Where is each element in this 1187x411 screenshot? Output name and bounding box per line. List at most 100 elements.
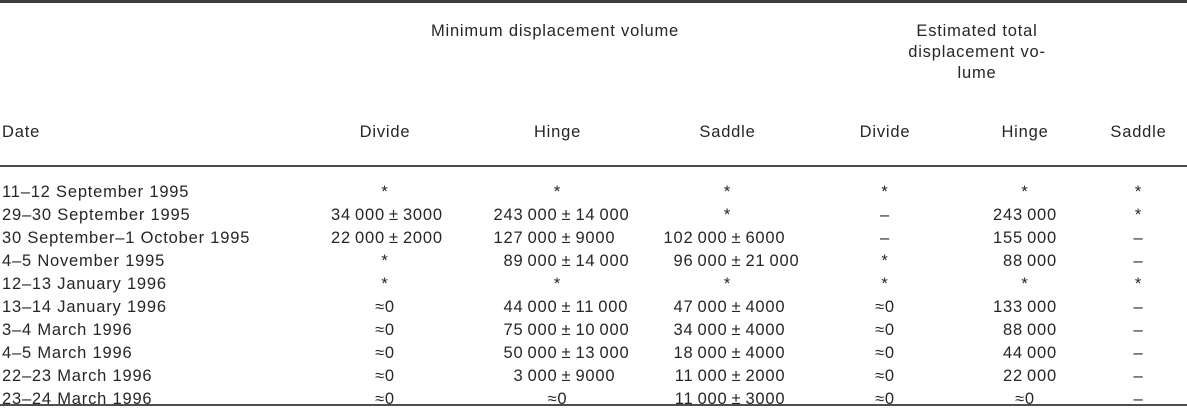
table-cell: 44 000 ± 11 000 (470, 296, 645, 319)
table-cell: * (553, 183, 562, 201)
table-cell: 11 000 ± 3000 (645, 388, 810, 411)
table-row: 12–13 January 1996 * * * * * * (0, 273, 1187, 296)
value-uncertainty: ± 9000 (561, 367, 616, 385)
table-cell: ≈0 (375, 344, 395, 362)
table-row: 23–24 March 1996 ≈0 ≈0 11 000 ± 3000 ≈0 ≈0 – (0, 388, 1187, 411)
value-uncertainty: ± 3000 (731, 390, 786, 408)
value-main: 18 000 (673, 344, 728, 362)
value-main: 11 000 (674, 367, 728, 385)
value-main: 89 000 (503, 252, 558, 270)
table-cell: 88 000 (1003, 321, 1057, 339)
table-cell: * (1134, 206, 1143, 224)
table-header: Minimum displacement volume Estimated to… (0, 0, 1187, 167)
table-row: 22–23 March 1996 ≈0 3 000 ± 9000 11 000 ± 200… (0, 365, 1187, 388)
table-row: 3–4 March 1996 ≈0 75 000 ± 10 000 34 000 ± 40… (0, 319, 1187, 342)
table-cell: 96 000 ± 21 000 (645, 250, 810, 273)
date-cell: 23–24 March 1996 (2, 390, 153, 408)
value-uncertainty: ± 2000 (389, 229, 443, 247)
table-bottom-rule (0, 404, 1187, 406)
value-uncertainty: ± 14 000 (561, 206, 630, 224)
value-main: 22 000 (331, 229, 385, 247)
table-body: 11–12 September 1995 * * * * * * 29–30 Septembe… (0, 166, 1187, 411)
value-main: 50 000 (503, 344, 558, 362)
table-cell: – (1133, 390, 1144, 408)
table-cell: 50 000 ± 13 000 (470, 342, 645, 365)
table-cell: 155 000 (993, 229, 1057, 247)
table-row: 13–14 January 1996 ≈0 44 000 ± 11 000 47 000… (0, 296, 1187, 319)
value-main: 44 000 (503, 298, 558, 316)
column-header-divide-est: Divide (810, 116, 960, 167)
group-header-minimum: Minimum displacement volume (300, 0, 810, 116)
value-main: 34 000 (331, 206, 385, 224)
table-cell: – (1133, 252, 1144, 270)
table-cell: ≈0 (547, 390, 568, 408)
table-cell: 243 000 ± 14 000 (470, 204, 645, 227)
value-main: 11 000 (674, 390, 728, 408)
date-cell: 11–12 September 1995 (2, 183, 190, 201)
table-cell: 44 000 (1003, 344, 1057, 362)
table-row: 30 September–1 October 1995 22 000 ± 2000 1… (0, 227, 1187, 250)
table-cell: * (381, 183, 389, 201)
table-cell: * (1021, 183, 1029, 201)
column-header-row: Date Divide Hinge Saddle Divide Hinge Sa… (0, 116, 1187, 167)
table-cell: 22 000 ± 2000 (300, 227, 470, 250)
date-cell: 13–14 January 1996 (2, 298, 167, 316)
value-uncertainty: ± 4000 (731, 344, 786, 362)
table-cell: * (1134, 183, 1143, 201)
table-cell: * (553, 275, 562, 293)
table-cell: * (1134, 275, 1143, 293)
table-cell: * (381, 275, 389, 293)
group-header-estimated: Estimated total displacement vo-lume (810, 0, 1187, 116)
table-cell: 88 000 (1003, 252, 1057, 270)
date-cell: 22–23 March 1996 (2, 367, 153, 385)
value-main: 127 000 (493, 229, 558, 247)
table-cell: ≈0 (375, 367, 395, 385)
table-cell: * (723, 183, 732, 201)
table-row: 11–12 September 1995 * * * * * * (0, 166, 1187, 204)
value-main: 75 000 (503, 321, 558, 339)
value-main: 96 000 (673, 252, 728, 270)
table-cell: ≈0 (1015, 390, 1035, 408)
table-cell: 3 000 ± 9000 (470, 365, 645, 388)
table-cell: – (880, 206, 890, 224)
column-header-divide-min: Divide (300, 116, 470, 167)
value-uncertainty: ± 14 000 (561, 252, 630, 270)
table-cell: * (881, 275, 889, 293)
table-cell: * (881, 183, 889, 201)
table-row: 29–30 September 1995 34 000 ± 3000 243 000 ±… (0, 204, 1187, 227)
value-main: 47 000 (673, 298, 728, 316)
date-cell: 29–30 September 1995 (2, 206, 191, 224)
date-cell: 3–4 March 1996 (2, 321, 133, 339)
table-cell: ≈0 (875, 298, 895, 316)
group-header-estimated-label: Estimated total displacement vo-lume (908, 22, 1046, 82)
table-cell: * (881, 252, 889, 270)
table-row: 4–5 November 1995 * 89 000 ± 14 000 96 000 ± … (0, 250, 1187, 273)
group-header-minimum-label: Minimum displacement volume (430, 22, 680, 40)
table-cell: – (1133, 321, 1144, 339)
table-cell: 34 000 ± 4000 (645, 319, 810, 342)
table-cell: ≈0 (375, 390, 395, 408)
table-cell: * (1021, 275, 1029, 293)
value-uncertainty: ± 10 000 (561, 321, 630, 339)
table-cell: – (1133, 229, 1144, 247)
value-uncertainty: ± 13 000 (561, 344, 630, 362)
value-main: 102 000 (663, 229, 728, 247)
value-main: 243 000 (493, 206, 558, 224)
table-row: 4–5 March 1996 ≈0 50 000 ± 13 000 18 000 ± 40… (0, 342, 1187, 365)
date-cell: 30 September–1 October 1995 (2, 229, 251, 247)
table-cell: 34 000 ± 3000 (300, 204, 470, 227)
table-cell: ≈0 (875, 321, 895, 339)
table-cell: * (723, 206, 732, 224)
value-uncertainty: ± 9000 (561, 229, 616, 247)
table-cell: 243 000 (993, 206, 1057, 224)
value-uncertainty: ± 11 000 (561, 298, 629, 316)
value-uncertainty: ± 3000 (389, 206, 443, 224)
date-cell: 4–5 November 1995 (2, 252, 166, 270)
group-header-empty (0, 0, 300, 116)
table-cell: ≈0 (875, 367, 895, 385)
table-cell: 11 000 ± 2000 (645, 365, 810, 388)
value-uncertainty: ± 6000 (731, 229, 786, 247)
table-top-rule (0, 0, 1187, 3)
